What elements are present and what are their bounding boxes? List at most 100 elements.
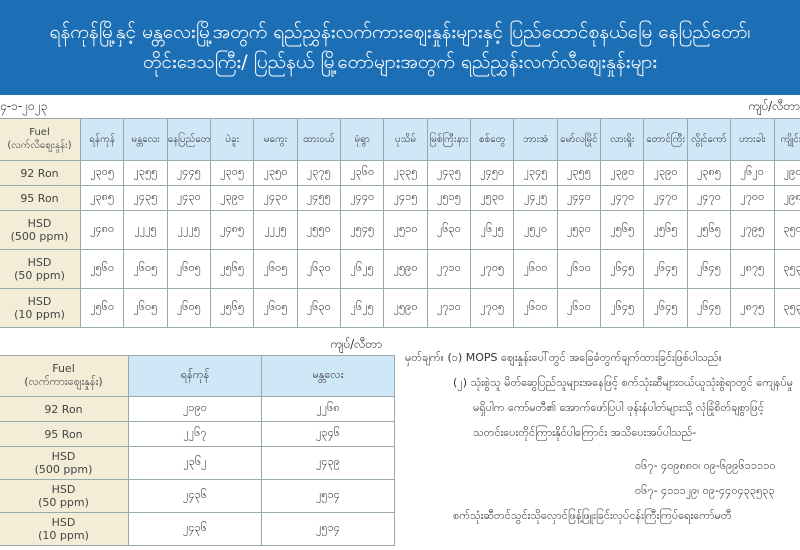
price-cell: ၂၄၃၀ — [166, 185, 212, 211]
fuel-name: HSD — [27, 295, 52, 308]
price-cell: ၂၆၁၀ — [556, 288, 602, 328]
price-cell: ၂၉၀၀ — [773, 160, 800, 186]
price-cell: ၂၇၀၅ — [470, 288, 515, 328]
price-cell: ၃၅၃၀ — [773, 249, 800, 289]
price-cell: ၂၅၃၀ — [556, 210, 602, 250]
price-cell: ၂၅၆၅ — [210, 288, 255, 328]
city-header: လွိုင်ကော် — [686, 118, 732, 161]
price-cell: ၂၆၂၀ — [730, 160, 775, 186]
price-cell: ၂၄၇၀ — [600, 185, 645, 211]
price-cell: ၂၃၅၅ — [123, 160, 168, 186]
price-cell: ၂၇၁၀ — [426, 288, 472, 328]
price-cell: ၂၄၁၅ — [383, 185, 428, 211]
price-cell: ၂၆၀၀ — [513, 249, 558, 289]
price-cell: ၂၅၁၄ — [261, 512, 395, 546]
price-cell: ၂၃၀၅ — [210, 160, 255, 186]
price-cell: ၂၆၀၅ — [123, 288, 168, 328]
city-header: ဟားခါး — [730, 118, 775, 161]
price-cell: ၂၆၂၅ — [340, 249, 385, 289]
price-cell: ၂၅၁၅ — [426, 185, 472, 211]
table-row: 92 Ron ၂၁၉၀ ၂၂၆၈ — [0, 396, 395, 422]
fuel-name: HSD — [51, 450, 76, 463]
fuel-header: Fuel (လက်ကားဈေးနှုန်း) — [0, 355, 129, 397]
table-row: 92 Ron ၂၃၀၅ ၂၃၅၅ ၂၄၄၅ ၂၃၀၅ ၂၃၅၀ ၂၃၇၅ ၂၃၆၀ ၂၃၃၅ ၂၄… — [0, 160, 800, 186]
title-banner: ရန်ကုန်မြို့နှင့် မန္တလေးမြို့အတွက် ရည်ည… — [0, 0, 800, 95]
phone-1: ၀၆၇- ၄၀၉၈၈၀၊ ၀၉-၆၉၉၆၁၁၁၁၀ — [635, 459, 776, 472]
fuel-grade: (10 ppm) — [38, 529, 89, 542]
fuel-name: 92 Ron — [44, 402, 83, 416]
price-cell: ၂၆၄၅ — [686, 249, 732, 289]
price-cell: ၂၂၆၇ — [128, 421, 262, 447]
fuel-type: 95 Ron — [0, 421, 129, 447]
price-cell: ၂၃၅၀ — [253, 160, 298, 186]
price-cell: ၂၆၃၀ — [296, 288, 342, 328]
city-header: ဘားအံ — [513, 118, 558, 161]
price-cell: ၂၅၅၀ — [296, 210, 342, 250]
price-cell: ၂၃၄၆ — [261, 421, 395, 447]
price-cell: ၂၄၇၀ — [643, 185, 688, 211]
table-row: HSD (10 ppm) ၂၄၃၆ ၂၅၁၄ — [0, 512, 395, 546]
price-cell: ၂၈၇၅ — [730, 288, 775, 328]
table-row: 95 Ron ၂၂၆၇ ၂၃၄၆ — [0, 421, 395, 447]
price-cell: ၂၅၄၅ — [340, 210, 385, 250]
wholesale-price-table: Fuel (လက်ကားဈေးနှုန်း) ရန်ကုန် မန္တလေး 92 R… — [0, 355, 395, 546]
price-cell: ၂၄၈၀ — [79, 210, 125, 250]
price-cell: ၂၆၃၀ — [296, 249, 342, 289]
city-header: မန္တလေး — [123, 118, 168, 161]
price-cell: ၂၆၀၀ — [513, 288, 558, 328]
price-cell: ၂၆၄၅ — [686, 288, 732, 328]
fuel-grade: (50 ppm) — [38, 496, 89, 509]
city-header: မန္တလေး — [261, 355, 395, 397]
city-header: ကျိုင်းတုံ — [773, 118, 800, 161]
price-cell: ၂၅၆၀ — [79, 249, 125, 289]
price-cell: ၂၅၁၀ — [383, 210, 428, 250]
city-header: မုံရွာ — [340, 118, 385, 161]
notes: မှတ်ချက်။ (၁) MOPS ဈေးနှုန်းပေါ်တွင် အခြ… — [405, 345, 793, 528]
fuel-name: HSD — [51, 483, 76, 496]
fuel-header-sub: (လက်ကားဈေးနှုန်း) — [24, 374, 103, 388]
price-cell: ၂၅၆၅ — [210, 249, 255, 289]
note-1: မှတ်ချက်။ (၁) MOPS ဈေးနှုန်းပေါ်တွင် အခြ… — [405, 351, 722, 364]
price-cell: ၂၄၇၀ — [686, 185, 732, 211]
price-cell: ၂၆၄၅ — [600, 288, 645, 328]
price-cell: ၂၅၉၀ — [383, 288, 428, 328]
price-cell: ၂၄၄၅ — [166, 160, 212, 186]
price-cell: ၂၆၀၅ — [253, 288, 298, 328]
city-header: မကွေး — [253, 118, 298, 161]
price-cell: ၂၂၂၅ — [253, 210, 298, 250]
unit-label: ကျပ်/လီတာ — [747, 99, 800, 113]
price-cell: ၂၃၉၀ — [643, 160, 688, 186]
fuel-name: 95 Ron — [20, 191, 59, 205]
price-cell: ၂၆၄၅ — [600, 249, 645, 289]
city-header: ပုသိမ် — [383, 118, 428, 161]
table-row: HSD (10 ppm) ၂၅၆၀ ၂၆၀၅ ၂၆၀၅ ၂၅၆၅ ၂၆၀၅ ၂၆၃၀ ၂၆၂၅၂… — [0, 288, 800, 328]
price-cell: ၂၄၃၅ — [123, 185, 168, 211]
price-cell: ၂၆၁၀ — [556, 249, 602, 289]
price-cell: ၂၂၂၅ — [123, 210, 168, 250]
table-row: HSD (500 ppm) ၂၃၆၂ ၂၄၃၉ — [0, 446, 395, 480]
price-cell: ၂၄၃၀ — [253, 185, 298, 211]
fuel-type: HSD (500 ppm) — [0, 210, 81, 250]
fuel-grade: (10 ppm) — [14, 308, 65, 321]
price-cell: ၂၃၅၅ — [556, 160, 602, 186]
fuel-type: HSD (10 ppm) — [0, 288, 81, 328]
price-cell: ၂၅၃၀ — [470, 185, 515, 211]
fuel-name: HSD — [51, 516, 76, 529]
price-cell: ၂၅၁၄ — [261, 479, 395, 513]
price-cell: ၂၃၆၀ — [340, 160, 385, 186]
retail-price-table: Fuel (လက်လီဈေးနှုန်း) ရန်ကုန် မန္တလေး နေပြည်… — [0, 118, 800, 328]
fuel-name: HSD — [27, 256, 52, 269]
fuel-header: Fuel (လက်လီဈေးနှုန်း) — [0, 118, 81, 161]
fuel-type: 92 Ron — [0, 160, 81, 186]
price-cell: ၂၃၉၀ — [210, 185, 255, 211]
price-cell: ၂၆၀၅ — [166, 288, 212, 328]
price-cell: ၂၇၁၀ — [426, 249, 472, 289]
price-cell: ၂၅၆၅ — [600, 210, 645, 250]
phone-2: ၀၆၇- ၄၁၁၁၂၉၊ ၀၉-၄၄၀၄၃၃၅၃၃ — [635, 484, 775, 497]
table-row: 95 Ron ၂၃၈၅ ၂၄၃၅ ၂၄၃၀ ၂၃၉၀ ၂၄၃၀ ၂၄၅၅ ၂၄၄၀ ၂၄၁၅ ၂၅… — [0, 185, 800, 211]
note-2-cont: သတင်းပေးတိုင်ကြားနိုင်ပါကြောင်း အသိပေးအပ… — [473, 426, 697, 439]
price-cell: ၂၄၃၆ — [128, 479, 262, 513]
price-cell: ၂၃၃၅ — [383, 160, 428, 186]
city-header: ထားဝယ် — [296, 118, 342, 161]
price-cell: ၂၇၀၅ — [470, 249, 515, 289]
